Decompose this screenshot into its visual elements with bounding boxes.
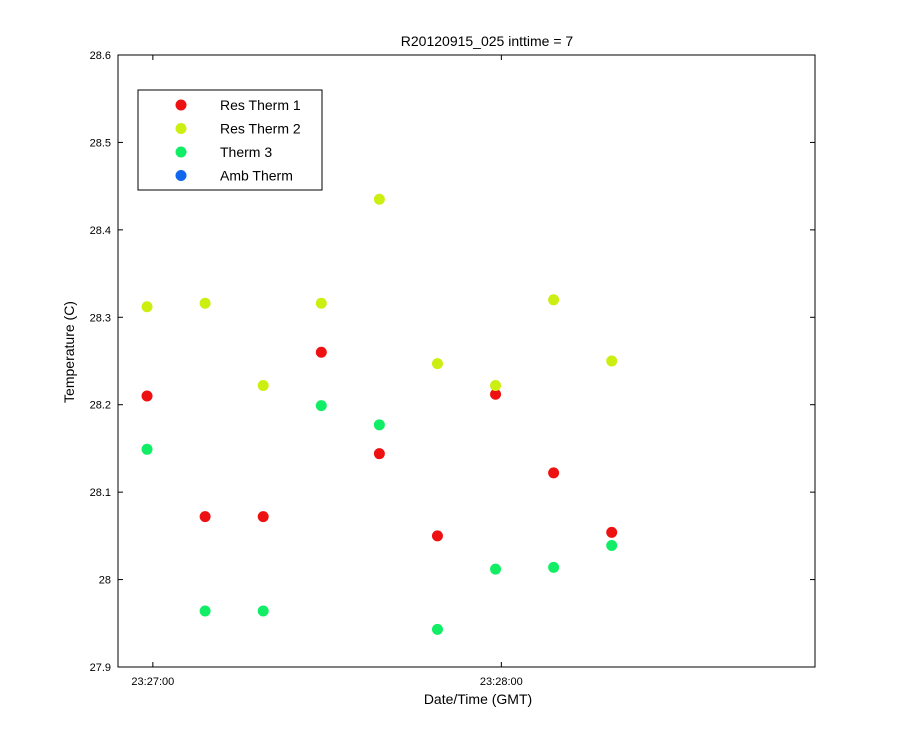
data-point: [199, 605, 211, 617]
y-tick-label: 28.6: [90, 50, 111, 62]
legend-marker: [175, 123, 187, 134]
data-point: [431, 358, 443, 370]
data-point: [199, 297, 211, 309]
legend-marker: [175, 99, 187, 111]
data-point: [373, 419, 385, 431]
data-points: [141, 193, 618, 635]
data-point: [606, 526, 618, 538]
legend-label: Therm 3: [220, 144, 272, 160]
y-tick-label: 28.1: [90, 487, 111, 499]
y-tick-label: 28.5: [90, 137, 111, 149]
data-point: [141, 301, 153, 313]
legend-marker: [175, 170, 187, 181]
y-axis-label: Temperature (C): [61, 301, 77, 403]
data-point: [548, 467, 560, 479]
data-point: [373, 193, 385, 205]
y-axis: 27.9 28 28.1 28.2 28.3 28.4 28.5 28.6: [90, 50, 815, 674]
data-point: [606, 355, 618, 367]
data-point: [315, 297, 327, 309]
chart-title: R20120915_025 inttime = 7: [401, 33, 574, 49]
y-tick-label: 28.4: [90, 225, 111, 237]
x-axis-label: Date/Time (GMT): [424, 691, 532, 707]
legend-label: Res Therm 1: [220, 97, 301, 113]
legend: Res Therm 1 Res Therm 2 Therm 3 Amb Therm: [137, 89, 323, 191]
x-axis: 23:27:00 23:28:00: [131, 55, 523, 688]
data-point: [431, 623, 443, 635]
data-point: [315, 346, 327, 358]
data-point: [490, 379, 502, 391]
y-tick-label: 28.2: [90, 400, 111, 412]
data-point: [257, 379, 269, 391]
y-tick-label: 28: [99, 575, 111, 587]
y-tick-label: 27.9: [90, 662, 111, 674]
legend-box: [137, 89, 323, 191]
legend-marker: [175, 146, 187, 158]
legend-label: Res Therm 2: [220, 121, 301, 137]
x-tick-label: 23:27:00: [131, 676, 174, 688]
data-point: [199, 511, 211, 523]
data-point: [257, 511, 269, 523]
legend-label: Amb Therm: [220, 168, 293, 184]
data-point: [490, 563, 502, 575]
data-point: [373, 448, 385, 460]
data-point: [548, 294, 560, 306]
data-point: [606, 539, 618, 551]
data-point: [315, 400, 327, 412]
data-point: [257, 605, 269, 617]
data-point: [490, 388, 502, 400]
data-point: [141, 390, 153, 402]
data-point: [548, 561, 560, 573]
y-tick-label: 28.3: [90, 312, 111, 324]
x-tick-label: 23:28:00: [480, 676, 523, 688]
data-point: [141, 443, 153, 455]
data-point: [431, 530, 443, 542]
